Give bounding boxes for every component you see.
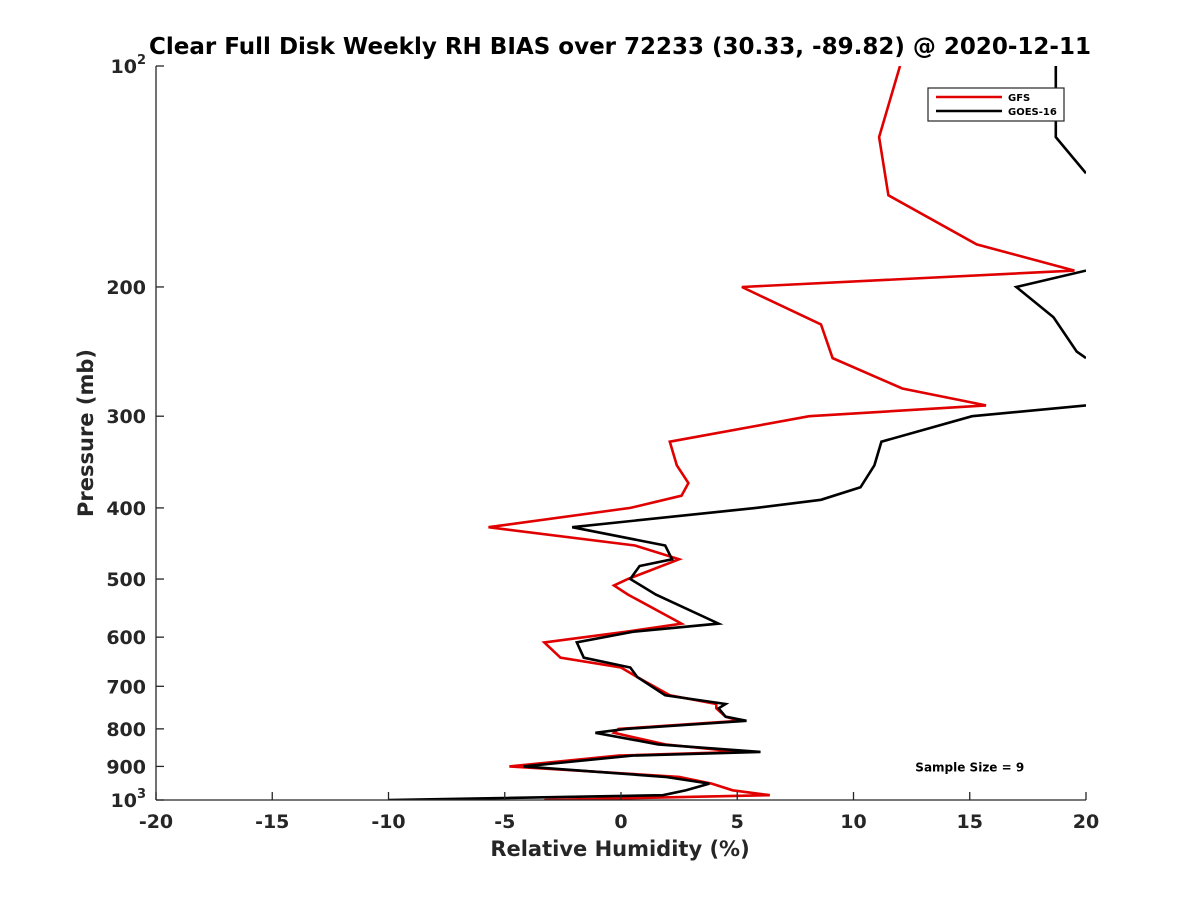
legend-label-gfs: GFS <box>1008 93 1030 104</box>
y-tick-label: 500 <box>106 569 146 591</box>
y-axis-label: Pressure (mb) <box>74 349 98 517</box>
sample-size-annotation: Sample Size = 9 <box>915 760 1024 774</box>
y-tick-label: 200 <box>106 277 146 299</box>
y-tick-label: 103 <box>111 787 147 812</box>
x-tick-label: 0 <box>614 811 627 833</box>
annotations: Sample Size = 9 <box>915 760 1024 774</box>
ticks: -20 -15 -10 -5 0 5 10 15 20 102 200 300 400 500 600 700… <box>106 53 1099 833</box>
x-tick-label: 10 <box>840 811 866 833</box>
x-tick-label: 15 <box>957 811 983 833</box>
x-tick-label: -20 <box>139 811 173 833</box>
legend: GFS GOES-16 <box>927 87 1065 122</box>
legend-box <box>927 87 1065 122</box>
y-tick-label: 300 <box>106 406 146 428</box>
y-tick-label: 900 <box>106 756 146 778</box>
y-tick-label: 700 <box>106 676 146 698</box>
x-tick-label: -10 <box>371 811 405 833</box>
chart-title: Clear Full Disk Weekly RH BIAS over 7223… <box>149 34 1091 60</box>
x-tick-label: -15 <box>255 811 289 833</box>
x-tick-label: 5 <box>731 811 744 833</box>
x-axis-label: Relative Humidity (%) <box>490 837 749 861</box>
y-tick-label: 600 <box>106 627 146 649</box>
y-tick-label: 102 <box>111 53 147 78</box>
x-tick-label: -5 <box>494 811 515 833</box>
y-tick-label: 400 <box>106 498 146 520</box>
x-tick-label: 20 <box>1073 811 1099 833</box>
legend-label-goes-16: GOES-16 <box>1008 107 1057 118</box>
y-tick-label: 800 <box>106 719 146 741</box>
